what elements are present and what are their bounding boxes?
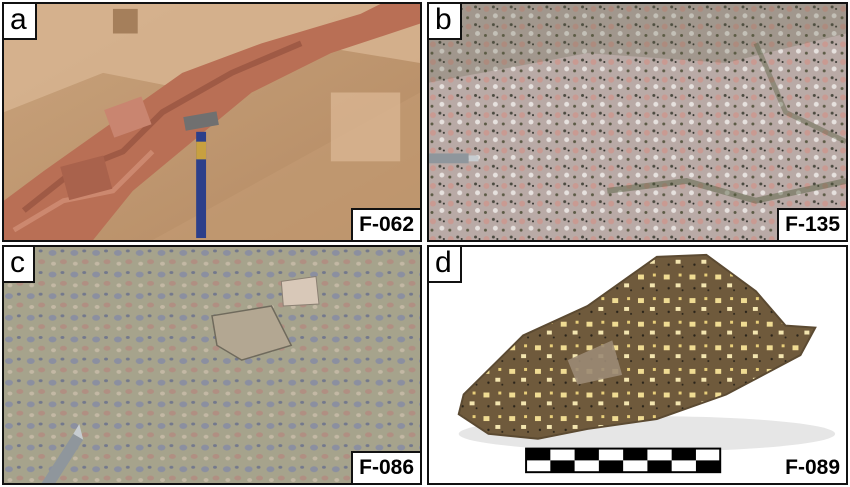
outcrop-photo-a xyxy=(4,4,420,240)
panel-letter-a: a xyxy=(4,4,37,40)
conglomerate-photo-c xyxy=(4,247,420,483)
panel-letter-c: c xyxy=(4,247,35,283)
panel-letter-b: b xyxy=(429,4,462,40)
photo-panel-c: c F-086 xyxy=(2,245,422,485)
sample-code-c: F-086 xyxy=(351,451,420,483)
sample-code-d: F-089 xyxy=(785,456,840,479)
scale-pen xyxy=(41,433,84,483)
rock-specimen xyxy=(457,253,817,440)
hammer-handle xyxy=(196,131,207,239)
panel-letter-d: d xyxy=(429,247,462,283)
hammer-head xyxy=(183,111,219,131)
photo-panel-a: a F-062 xyxy=(2,2,422,242)
photo-panel-d: d F-089 xyxy=(427,245,848,485)
scale-bar xyxy=(525,447,722,474)
scale-pen xyxy=(429,153,469,164)
clast-pale xyxy=(280,275,320,307)
sample-code-a: F-062 xyxy=(351,208,420,240)
photo-panel-b: b F-135 xyxy=(427,2,848,242)
granite-photo-b xyxy=(429,4,846,240)
specimen-photo-d xyxy=(429,247,846,483)
clast-large xyxy=(211,305,293,361)
sample-code-b: F-135 xyxy=(777,208,846,240)
